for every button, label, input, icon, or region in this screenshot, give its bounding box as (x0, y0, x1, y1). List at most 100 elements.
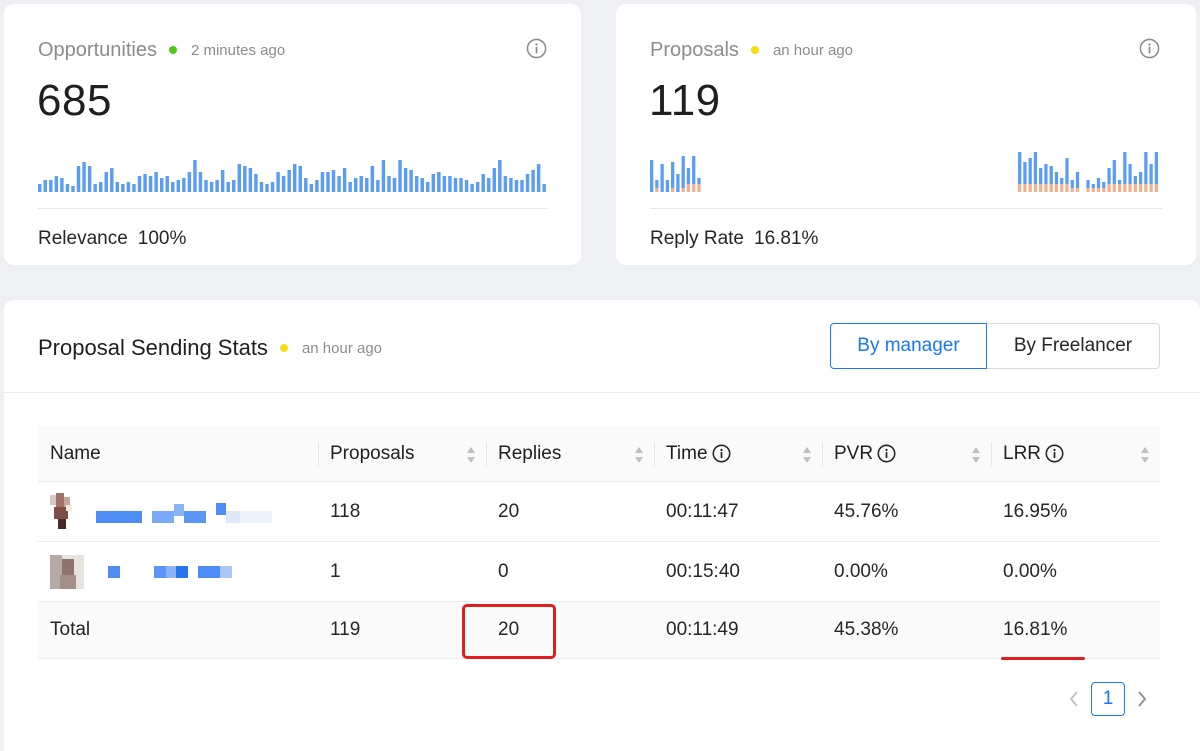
underline-annotation (1001, 657, 1085, 660)
total-replies: 20 (498, 619, 520, 640)
sparkline-bar (298, 166, 302, 192)
column-header-replies[interactable]: Replies (486, 426, 654, 481)
info-icon[interactable] (712, 444, 731, 463)
sparkline-bar (320, 172, 325, 192)
sparkline-bar (681, 156, 685, 188)
sparkline-bar (193, 160, 197, 192)
sparkline-bar-segment (686, 184, 691, 192)
column-header-pvr[interactable]: PVR (822, 426, 991, 481)
sparkline-bar (1091, 184, 1095, 188)
sparkline-bar (370, 166, 375, 192)
sparkline-bar (331, 170, 336, 192)
sparkline-bar (309, 184, 314, 192)
replies-cell: 0 (498, 560, 509, 582)
status-dot (168, 46, 177, 54)
sparkline-bar (232, 180, 236, 192)
sparkline-bar (270, 182, 275, 192)
reply-rate-value: 16.81% (754, 228, 819, 249)
sparkline-bar (431, 174, 436, 192)
table-row[interactable]: 1 0 00:15:40 0.00% 0.00% (38, 542, 1160, 602)
sparkline-bar (226, 182, 230, 192)
lrr-cell: 0.00% (1003, 560, 1057, 582)
proposals-count: 119 (649, 76, 721, 125)
pagination-prev[interactable] (1064, 682, 1084, 716)
sparkline-bar (536, 164, 541, 192)
pvr-cell: 45.76% (834, 500, 899, 522)
sparkline-bar (1149, 164, 1153, 184)
sparkline-bar (165, 176, 169, 192)
sparkline-bar (671, 162, 675, 188)
sparkline-bar (492, 168, 497, 192)
sparkline-bar (426, 182, 430, 192)
column-header-time[interactable]: Time (654, 426, 822, 481)
name-cell (38, 482, 318, 541)
opportunities-title: Opportunities (38, 38, 157, 61)
sparkline-bar (54, 176, 59, 192)
column-header-lrr[interactable]: LRR (991, 426, 1160, 481)
sparkline-bar (259, 182, 264, 192)
sparkline-bar (650, 160, 654, 192)
sparkline-bar (464, 180, 469, 192)
pagination-next[interactable] (1132, 682, 1152, 716)
info-icon[interactable] (1045, 444, 1064, 463)
sparkline-bar (49, 180, 53, 192)
sparkline-bar (204, 180, 208, 192)
sort-icon[interactable] (802, 446, 812, 464)
stats-table: Name Proposals Replies Time PVR LRR (38, 426, 1160, 659)
sparkline-bar (171, 182, 175, 192)
sparkline-bar (1054, 172, 1059, 184)
sparkline-bar-segment (1112, 184, 1116, 192)
sparkline-bar-segment (1039, 184, 1043, 192)
sparkline-bar (676, 174, 680, 192)
sparkline-bar (159, 178, 164, 192)
highlight-annotation-box (462, 604, 556, 659)
sort-icon[interactable] (971, 446, 981, 464)
avatar (50, 554, 84, 589)
pagination-page[interactable]: 1 (1091, 682, 1125, 716)
sort-icon[interactable] (634, 446, 644, 464)
sparkline-bar (1039, 168, 1043, 184)
sparkline-bar (459, 178, 463, 192)
sparkline-bar (437, 172, 441, 192)
sparkline-bar (126, 182, 131, 192)
sparkline-bar (1144, 152, 1148, 184)
sparkline-bar-segment (697, 184, 701, 192)
sparkline-bar (1154, 152, 1158, 184)
sparkline-bar (398, 160, 402, 192)
sparkline-bar (448, 176, 452, 192)
sparkline-bar (287, 170, 291, 192)
sort-icon[interactable] (466, 446, 476, 464)
sparkline-bar-segment (1070, 188, 1074, 192)
sparkline-bar-segment (1102, 188, 1106, 192)
total-lrr: 16.81% (1003, 619, 1068, 640)
sparkline-bar (1018, 152, 1022, 184)
column-header-proposals[interactable]: Proposals (318, 426, 486, 481)
sparkline-bar (143, 174, 147, 192)
column-label: Replies (498, 442, 562, 464)
relevance-stat: Relevance 100% (38, 228, 186, 250)
sparkline-bar (660, 164, 664, 192)
info-icon[interactable] (877, 444, 896, 463)
by-manager-button[interactable]: By manager (830, 323, 987, 369)
sparkline-bar (65, 184, 70, 192)
sparkline-bar (1023, 162, 1027, 184)
sparkline-bar-segment (1086, 188, 1090, 192)
sparkline-bar (60, 178, 64, 192)
sparkline-bar (148, 176, 153, 192)
sparkline-bar (655, 180, 659, 188)
opportunities-card: Opportunities 2 minutes ago 685 Relevanc… (4, 4, 581, 265)
sparkline-bar-segment (1133, 184, 1137, 192)
sparkline-bar-segment (1044, 184, 1048, 192)
sparkline-bar (137, 176, 142, 192)
sparkline-bar (104, 172, 108, 192)
relevance-label: Relevance (38, 228, 128, 249)
info-icon[interactable] (526, 38, 547, 59)
table-row[interactable]: 118 20 00:11:47 45.76% 16.95% (38, 482, 1160, 542)
sort-icon[interactable] (1140, 446, 1150, 464)
sparkline-bar-segment (681, 188, 685, 192)
sparkline-bar (243, 166, 247, 192)
info-icon[interactable] (1139, 38, 1160, 59)
by-freelancer-button[interactable]: By Freelancer (987, 323, 1160, 369)
opportunities-sparkline (38, 160, 546, 192)
sparkline-bar (1060, 178, 1064, 184)
